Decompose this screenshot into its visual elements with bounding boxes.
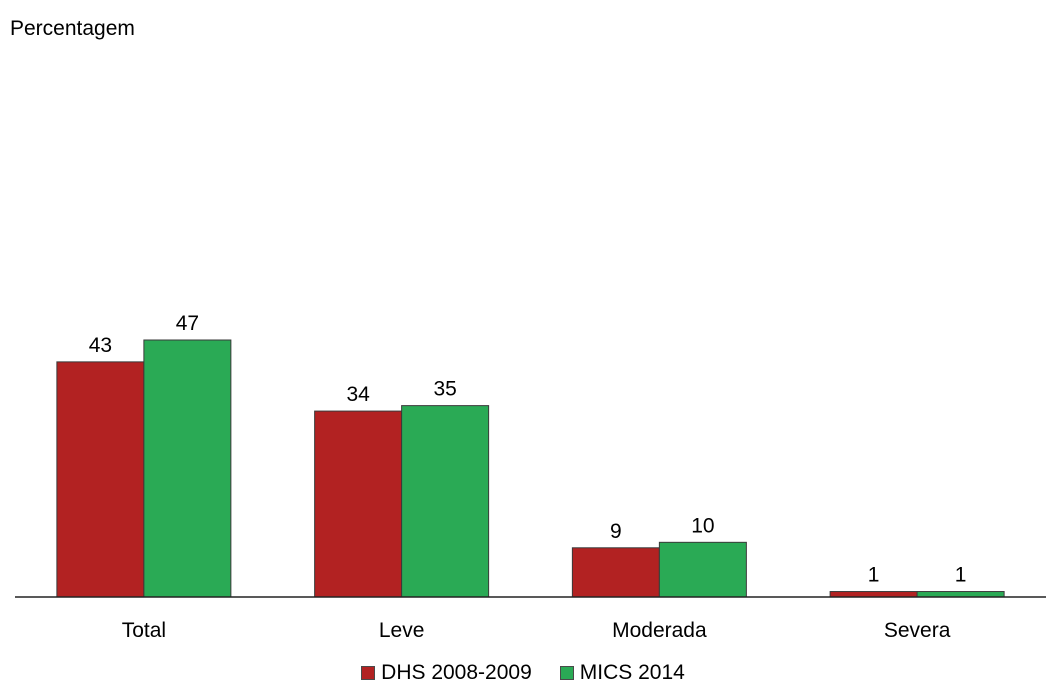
legend-item-dhs: DHS 2008-2009	[361, 662, 532, 683]
x-tick-label-leve: Leve	[379, 619, 425, 642]
bar-mics-2014-total	[143, 339, 232, 598]
x-tick-label-severa: Severa	[884, 619, 951, 642]
bar-dhs-2008-2009-total	[56, 361, 145, 598]
bar-dhs-2008-2009-severa	[829, 591, 918, 598]
data-label-dhs-2008-2009-leve: 34	[346, 383, 370, 406]
legend-item-mics: MICS 2014	[559, 661, 685, 684]
x-tick-label-moderada: Moderada	[612, 619, 707, 642]
bar-dhs-2008-2009-moderada	[571, 547, 660, 598]
legend-label-mics: MICS 2014	[579, 661, 685, 684]
bar-mics-2014-leve	[401, 405, 490, 598]
data-label-mics-2014-severa: 1	[955, 564, 967, 587]
legend-label-dhs: DHS 2008-2009	[381, 661, 532, 684]
legend-swatch-dhs	[361, 665, 376, 680]
data-label-dhs-2008-2009-moderada: 9	[610, 520, 622, 543]
data-label-mics-2014-leve: 35	[433, 378, 456, 401]
data-label-mics-2014-moderada: 10	[691, 514, 714, 537]
bars-layer	[56, 339, 1005, 598]
x-tick-label-total: Total	[122, 619, 166, 642]
data-label-mics-2014-total: 47	[176, 312, 199, 335]
y-axis-label: Percentagem	[10, 17, 135, 40]
data-label-dhs-2008-2009-severa: 1	[868, 564, 880, 587]
data-label-dhs-2008-2009-total: 43	[89, 334, 112, 357]
bar-mics-2014-severa	[916, 591, 1005, 598]
legend-swatch-mics	[559, 665, 574, 680]
x-axis-layer: Total Leve Moderada Severa	[15, 596, 1046, 642]
bar-dhs-2008-2009-leve	[314, 410, 403, 598]
bar-mics-2014-moderada	[658, 541, 747, 598]
legend: DHS 2008-2009 MICS 2014	[0, 662, 1046, 683]
